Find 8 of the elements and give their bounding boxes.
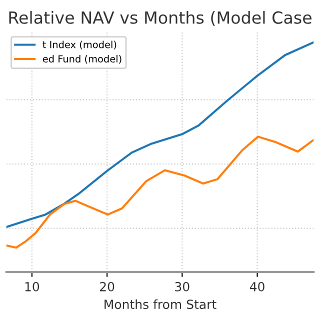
x-tick-label: 30 [175,282,190,292]
x-tick-label: 10 [25,282,40,292]
x-tick-label: 40 [250,282,264,292]
chart-title: Relative NAV vs Months (Model Case [9,11,312,26]
x-axis-title: Months from Start [104,299,216,310]
legend-label: t Index (model) [42,40,116,50]
x-tick-label: 20 [100,282,114,292]
legend-label: ed Fund (model) [42,55,122,64]
